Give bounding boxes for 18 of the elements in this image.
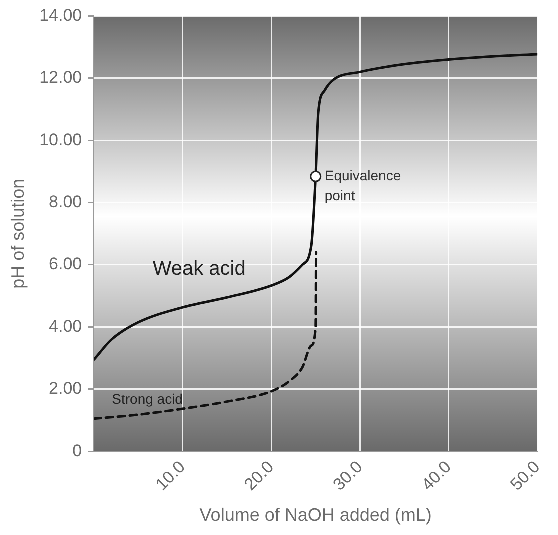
- line-series: [94, 251, 318, 420]
- y-tick-label: 8.00: [49, 192, 82, 212]
- y-tick-label: 4.00: [49, 316, 82, 336]
- series-label: Strong acid: [112, 390, 183, 407]
- annotation: Equivalence point: [324, 168, 402, 204]
- y-tick-label: 14.00: [40, 6, 82, 25]
- x-tick-label: 50.0: [506, 458, 544, 494]
- y-tick-label: 6.00: [49, 254, 82, 274]
- y-tick-label: 0: [72, 441, 82, 460]
- line-series: [94, 53, 538, 362]
- x-axis-title: Volume of NaOH added (mL): [200, 505, 432, 526]
- y-tick-label: 2.00: [49, 379, 82, 398]
- series-label: Weak acid: [152, 258, 246, 280]
- x-tick-label: 40.0: [418, 458, 456, 494]
- x-tick-label: 30.0: [330, 458, 366, 494]
- y-tick-label: 12.00: [40, 68, 82, 88]
- y-axis-title: pH of solution: [8, 178, 28, 289]
- y-tick-label: 10.00: [40, 130, 82, 150]
